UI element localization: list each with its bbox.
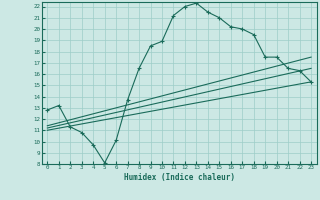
X-axis label: Humidex (Indice chaleur): Humidex (Indice chaleur) (124, 173, 235, 182)
